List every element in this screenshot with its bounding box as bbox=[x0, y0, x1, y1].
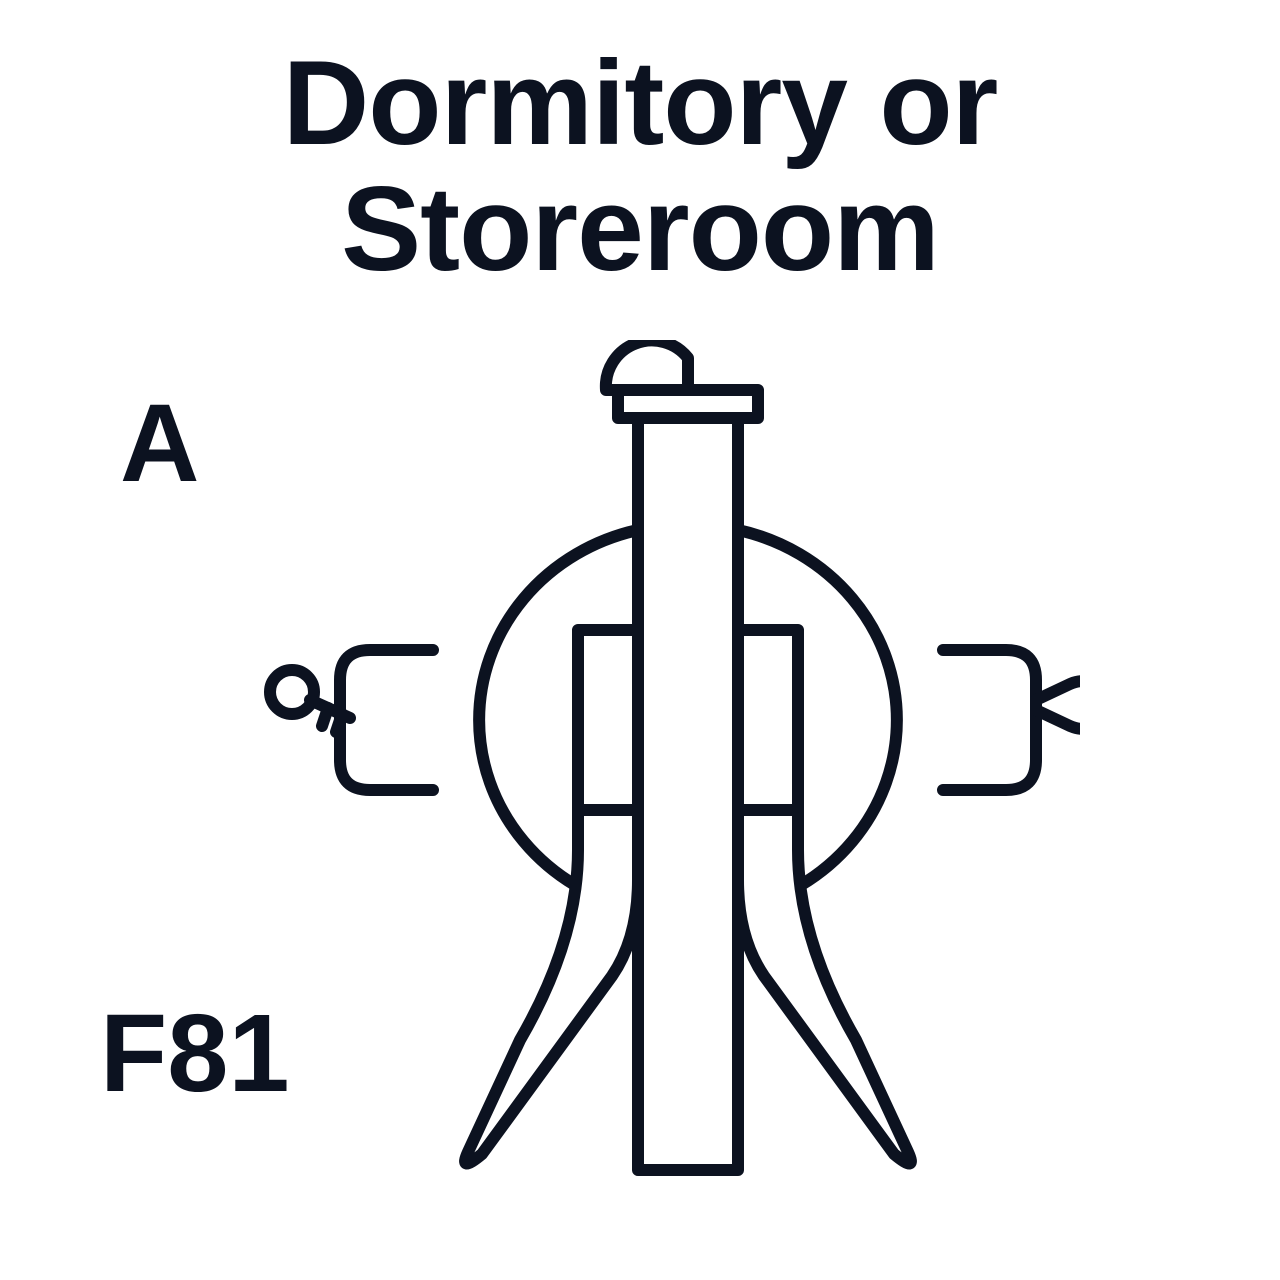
thumb-turn-top-icon bbox=[606, 340, 688, 390]
title-line-1: Dormitory or bbox=[0, 40, 1280, 166]
title-block: Dormitory or Storeroom bbox=[0, 40, 1280, 292]
right-hub bbox=[738, 630, 798, 810]
right-cylinder bbox=[943, 650, 1036, 790]
left-hub bbox=[578, 630, 638, 810]
page: Dormitory or Storeroom A F81 bbox=[0, 0, 1280, 1280]
lock-diagram bbox=[250, 340, 1080, 1200]
thumb-turn-right-icon bbox=[1036, 681, 1080, 729]
door-column bbox=[638, 390, 738, 1170]
series-label: A bbox=[120, 380, 199, 507]
title-line-2: Storeroom bbox=[0, 166, 1280, 292]
